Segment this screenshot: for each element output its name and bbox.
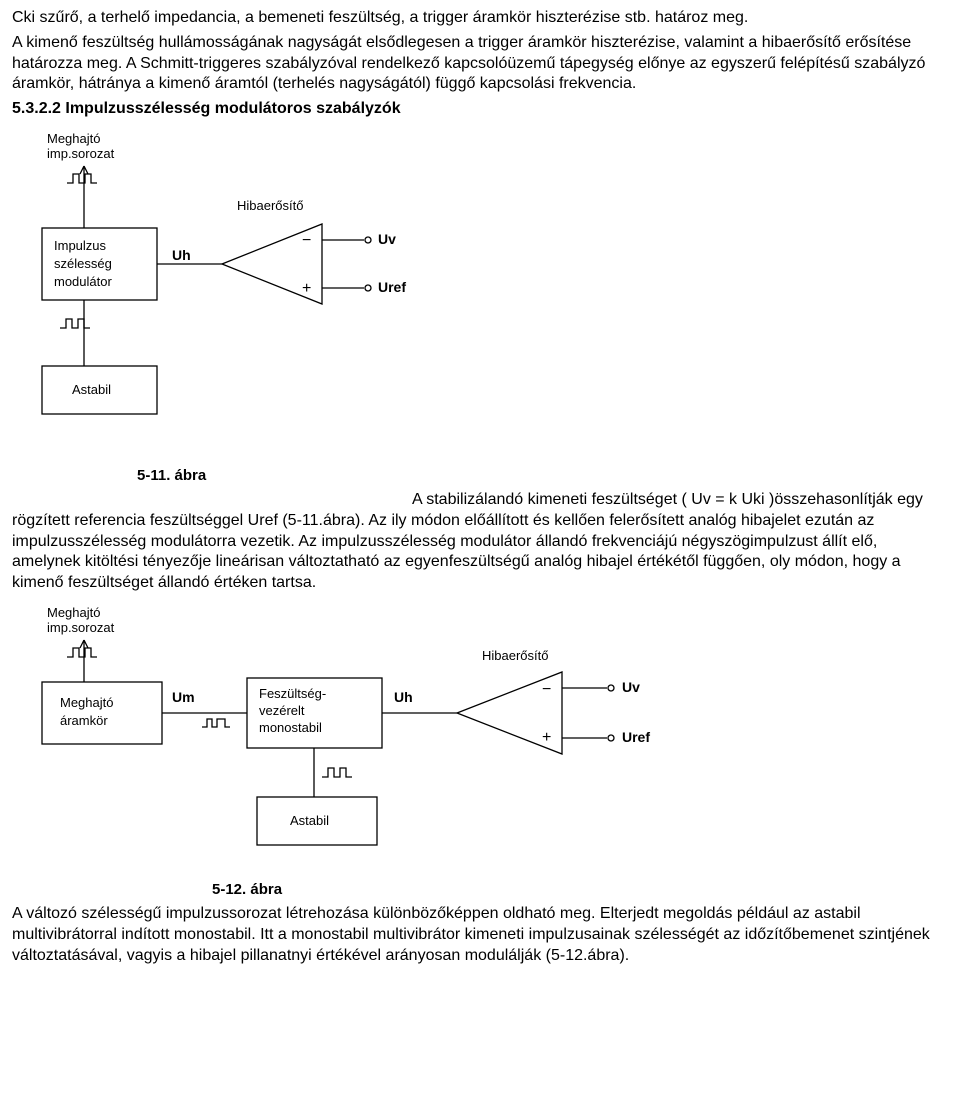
paragraph-2: A kimenő feszültség hullámosságának nagy… bbox=[12, 33, 948, 95]
fig2-box2-l3: monostabil bbox=[259, 720, 322, 735]
fig2-box1-l1: Meghajtó bbox=[60, 695, 113, 710]
svg-text:−: − bbox=[542, 681, 551, 698]
fig1-uh-label: Uh bbox=[172, 247, 191, 263]
fig2-amp-label: Hibaerősítő bbox=[482, 648, 548, 663]
fig1-top-label-2: imp.sorozat bbox=[47, 146, 115, 161]
fig2-caption: 5-12. ábra bbox=[212, 881, 283, 898]
fig1-amp-label: Hibaerősítő bbox=[237, 198, 303, 213]
diagram-1-svg: Meghajtó imp.sorozat Impulzus szélesség … bbox=[12, 128, 462, 488]
fig1-box1-l1: Impulzus bbox=[54, 238, 107, 253]
svg-text:+: + bbox=[542, 729, 551, 746]
figure-5-12: Meghajtó imp.sorozat Meghajtó áramkör Um… bbox=[12, 602, 948, 902]
paragraph-4: A változó szélességű impulzussorozat lét… bbox=[12, 904, 948, 966]
fig1-box1-l2: szélesség bbox=[54, 256, 112, 271]
paragraph-1: Cki szűrő, a terhelő impedancia, a bemen… bbox=[12, 8, 948, 29]
fig2-astabil-label: Astabil bbox=[290, 813, 329, 828]
fig2-box1-l2: áramkör bbox=[60, 713, 108, 728]
paragraph-3-text: A stabilizálandó kimeneti feszültséget (… bbox=[12, 491, 923, 591]
fig1-astabil-label: Astabil bbox=[72, 382, 111, 397]
svg-text:+: + bbox=[302, 280, 311, 297]
fig2-box2-l2: vezérelt bbox=[259, 703, 305, 718]
fig2-box2-l1: Feszültség- bbox=[259, 686, 326, 701]
fig1-uv-label: Uv bbox=[378, 231, 396, 247]
fig2-uh-label: Uh bbox=[394, 689, 413, 705]
fig2-um-label: Um bbox=[172, 689, 195, 705]
section-heading: 5.3.2.2 Impulzusszélesség modulátoros sz… bbox=[12, 99, 948, 120]
figure-5-11: Meghajtó imp.sorozat Impulzus szélesség … bbox=[12, 128, 948, 488]
fig2-top-label-1: Meghajtó bbox=[47, 605, 100, 620]
fig1-caption: 5-11. ábra bbox=[137, 467, 207, 484]
fig2-uref-label: Uref bbox=[622, 729, 650, 745]
fig1-top-label-1: Meghajtó bbox=[47, 131, 100, 146]
svg-text:−: − bbox=[302, 232, 311, 249]
fig1-box1-l3: modulátor bbox=[54, 274, 112, 289]
fig2-top-label-2: imp.sorozat bbox=[47, 620, 115, 635]
diagram-2-svg: Meghajtó imp.sorozat Meghajtó áramkör Um… bbox=[12, 602, 772, 902]
fig1-uref-label: Uref bbox=[378, 279, 406, 295]
fig2-uv-label: Uv bbox=[622, 679, 640, 695]
paragraph-3: A stabilizálandó kimeneti feszültséget (… bbox=[12, 490, 948, 594]
